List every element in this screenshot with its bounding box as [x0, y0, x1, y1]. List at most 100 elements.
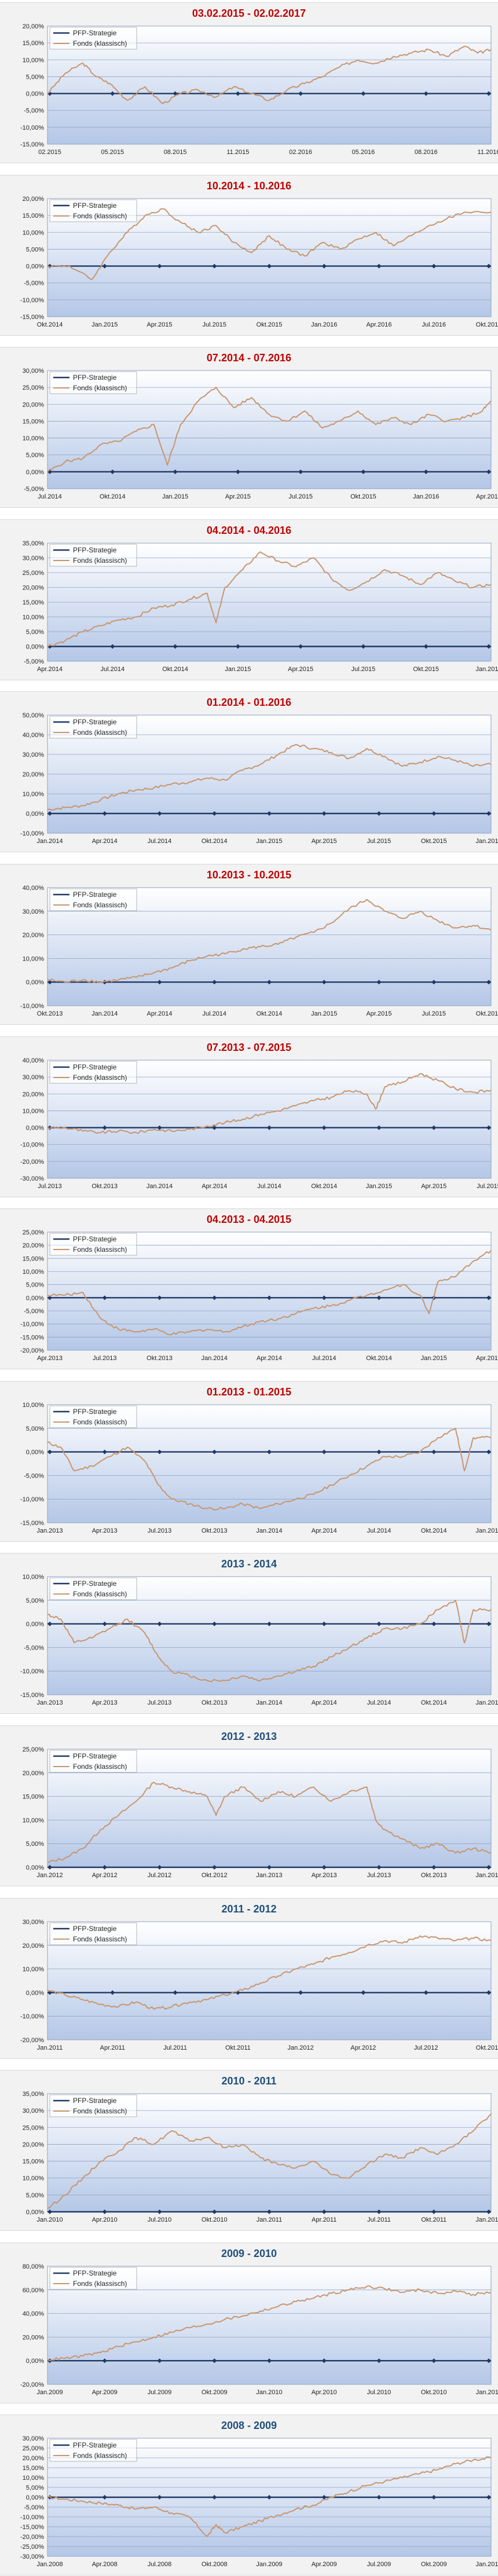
series-marker-pfp	[321, 1449, 327, 1454]
series-marker-pfp	[157, 811, 162, 816]
series-marker-pfp	[321, 2209, 327, 2214]
legend-label-pfp: PFP-Strategie	[73, 718, 117, 726]
x-tick-label: Apr.2011	[312, 2216, 336, 2223]
y-tick-label: 20,00%	[23, 401, 45, 408]
y-tick-label: 20,00%	[23, 1943, 45, 1950]
y-tick-label: -10,00%	[20, 2514, 44, 2521]
y-tick-label: -10,00%	[20, 1668, 44, 1675]
chart-panel: 07.2014 - 07.2016 30,00% 25,00% 20,00% 15,00…	[0, 347, 498, 508]
series-marker-pfp	[486, 91, 491, 96]
series-marker-pfp	[235, 469, 240, 474]
x-tick-label: Apr.2016	[366, 321, 391, 328]
y-tick-label: 15,00%	[23, 1255, 45, 1262]
y-tick-label: -5,00%	[24, 1472, 44, 1479]
y-tick-label: 5,00%	[26, 1841, 44, 1848]
y-tick-label: 50,00%	[23, 712, 45, 719]
legend: PFP-Strategie Fonds (klassisch)	[49, 716, 137, 739]
series-marker-pfp	[423, 1990, 429, 1995]
y-tick-label: 15,00%	[23, 1794, 45, 1801]
x-tick-label: Jan.2015	[225, 666, 251, 673]
legend-label-fonds: Fonds (klassisch)	[73, 1245, 127, 1254]
x-tick-label: Okt.2016	[476, 321, 498, 328]
series-marker-pfp	[486, 1295, 491, 1300]
y-tick-label: 25,00%	[23, 1746, 45, 1753]
series-marker-pfp	[486, 1125, 491, 1130]
series-marker-pfp	[267, 1865, 272, 1870]
series-marker-pfp	[267, 1125, 272, 1130]
legend: PFP-Strategie Fonds (klassisch)	[49, 27, 137, 50]
series-line-fonds	[47, 46, 492, 105]
series-marker-pfp	[47, 2209, 52, 2214]
series-marker-pfp	[267, 2358, 272, 2364]
y-tick-label: -10,00%	[20, 1496, 44, 1503]
series-marker-pfp	[102, 811, 107, 816]
y-tick-label: -10,00%	[20, 1003, 44, 1010]
x-tick-label: Jul.2014	[367, 1527, 391, 1534]
legend-label-fonds: Fonds (klassisch)	[73, 2452, 127, 2460]
x-tick-label: Jul.2010	[148, 2216, 172, 2223]
x-tick-label: Okt.2013	[202, 1527, 228, 1534]
series-marker-pfp	[361, 91, 366, 96]
series-marker-pfp	[423, 91, 429, 96]
x-tick-label: Jul.2013	[148, 1527, 172, 1534]
x-tick-label: 11.2015	[226, 149, 249, 156]
series-marker-pfp	[212, 263, 217, 269]
y-tick-label: 10,00%	[23, 1574, 45, 1581]
chart-svg: 2013 - 2014 10,00% 5,00% 0,00% -5,00% -10,00%…	[20, 1558, 498, 1706]
y-tick-label: 20,00%	[23, 771, 45, 778]
series-marker-pfp	[431, 1449, 437, 1454]
chart-svg: 10.2013 - 10.2015 40,00% 30,00% 20,00% 10,00…	[20, 869, 498, 1017]
y-tick-label: 20,00%	[23, 1091, 45, 1098]
series-marker-pfp	[102, 1125, 107, 1130]
y-tick-label: 40,00%	[23, 885, 45, 892]
legend-label-fonds: Fonds (klassisch)	[73, 2280, 127, 2288]
series-marker-pfp	[376, 1125, 382, 1130]
series-marker-pfp	[47, 1621, 52, 1626]
y-tick-label: 10,00%	[23, 435, 45, 442]
y-tick-label: 30,00%	[23, 752, 45, 758]
x-tick-label: 08.2015	[164, 149, 187, 156]
x-tick-label: Jan.2012	[475, 2216, 498, 2223]
series-marker-pfp	[423, 644, 429, 649]
y-tick-label: 0,00%	[26, 979, 44, 986]
x-tick-label: Jul.2014	[257, 1183, 281, 1190]
y-tick-label: -5,00%	[24, 1644, 44, 1651]
y-tick-label: -5,00%	[24, 2504, 44, 2511]
y-tick-label: -20,00%	[20, 2534, 44, 2541]
x-tick-label: Apr.2010	[312, 2389, 337, 2396]
y-tick-label: 25,00%	[23, 1229, 45, 1236]
series-marker-pfp	[212, 1621, 217, 1626]
series-marker-pfp	[110, 1990, 115, 1995]
y-tick-label: 5,00%	[26, 1282, 44, 1289]
series-marker-pfp	[157, 1125, 162, 1130]
x-tick-label: Okt.2015	[421, 838, 447, 845]
chart-panel: 10.2014 - 10.2016 20,00% 15,00% 10,00% 5,00%…	[0, 175, 498, 336]
x-tick-label: Jan.2014	[256, 1527, 282, 1534]
series-marker-pfp	[321, 1621, 327, 1626]
x-tick-label: Apr.2015	[421, 1183, 446, 1190]
x-tick-label: Jan.2016	[475, 838, 498, 845]
x-tick-label: Apr.2009	[312, 2561, 337, 2568]
x-tick-label: Apr.2012	[350, 2044, 376, 2051]
series-marker-pfp	[110, 469, 115, 474]
series-marker-pfp	[157, 980, 162, 985]
series-marker-pfp	[486, 644, 491, 649]
y-tick-label: 40,00%	[23, 732, 45, 739]
x-tick-label: Okt.2015	[413, 666, 439, 673]
series-marker-pfp	[267, 2209, 272, 2214]
y-tick-label: 15,00%	[23, 212, 45, 219]
x-tick-label: Jul.2011	[367, 2216, 391, 2223]
legend-label-pfp: PFP-Strategie	[73, 1580, 117, 1588]
x-tick-label: Jan.2014	[475, 1872, 498, 1879]
series-marker-pfp	[486, 469, 491, 474]
chart-title: 2008 - 2009	[221, 2420, 277, 2431]
series-marker-pfp	[361, 644, 366, 649]
x-tick-label: Jan.2010	[475, 2561, 498, 2568]
y-tick-label: 20,00%	[23, 585, 45, 592]
series-marker-pfp	[298, 469, 303, 474]
x-tick-label: Jul.2013	[93, 1355, 117, 1362]
x-tick-label: Jul.2011	[163, 2044, 187, 2051]
x-tick-label: Apr.2009	[92, 2389, 118, 2396]
chart-title: 01.2013 - 01.2015	[207, 1386, 291, 1398]
x-tick-label: Okt.2013	[202, 1699, 228, 1706]
